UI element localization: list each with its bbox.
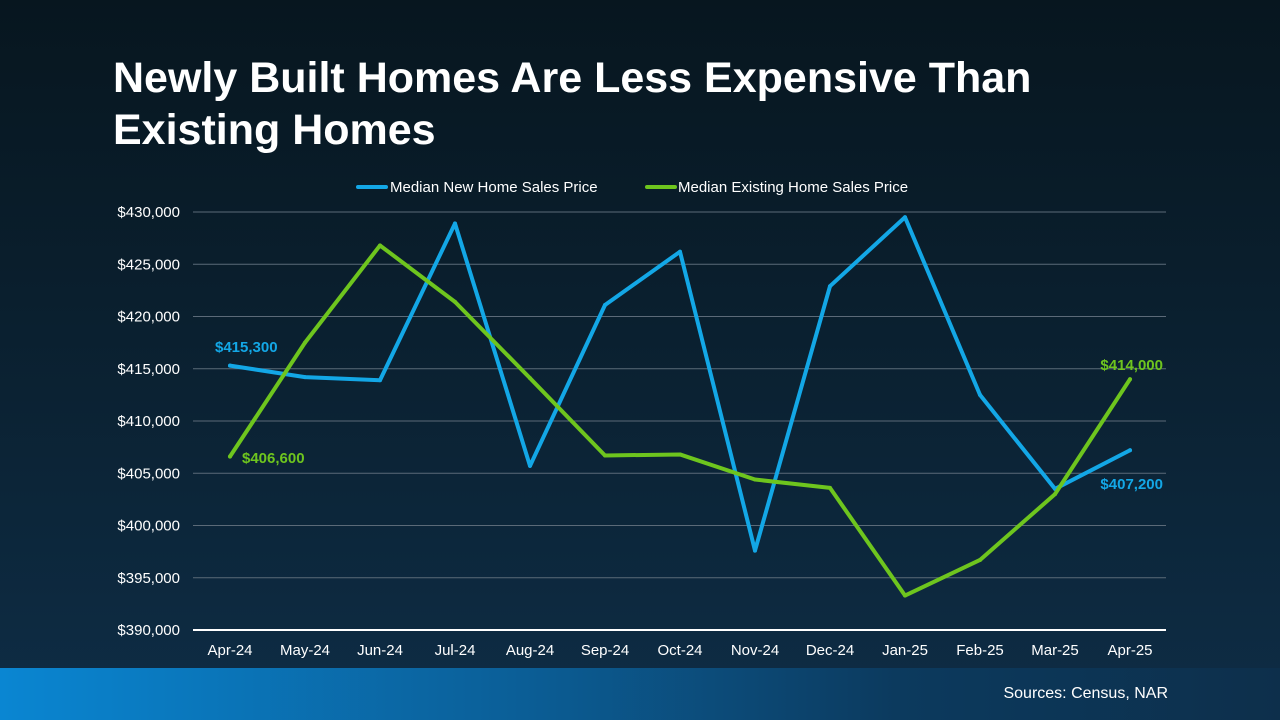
data-point <box>828 284 832 289</box>
x-tick-label: Jun-24 <box>357 642 403 659</box>
x-tick-label: May-24 <box>280 642 330 659</box>
data-point <box>603 303 607 308</box>
data-label: $414,000 <box>1100 357 1163 374</box>
y-tick-label: $395,000 <box>117 570 180 587</box>
data-label: $415,300 <box>215 339 278 356</box>
x-tick-label: Apr-24 <box>207 642 252 659</box>
data-point <box>828 485 832 490</box>
data-point <box>1053 492 1057 497</box>
series-line-existing <box>228 243 1132 598</box>
x-tick-label: Oct-24 <box>657 642 702 659</box>
data-point <box>528 376 532 381</box>
data-point <box>1128 377 1132 382</box>
x-tick-label: Sep-24 <box>581 642 629 659</box>
data-point <box>603 453 607 458</box>
data-label: $406,600 <box>242 450 305 467</box>
data-point <box>453 221 457 226</box>
x-tick-label: Nov-24 <box>731 642 779 659</box>
data-point <box>978 392 982 397</box>
data-point <box>903 215 907 220</box>
data-point <box>753 548 757 553</box>
y-tick-label: $425,000 <box>117 256 180 273</box>
data-point <box>753 477 757 482</box>
data-point <box>528 463 532 468</box>
x-tick-label: Dec-24 <box>806 642 854 659</box>
x-tick-label: Apr-25 <box>1107 642 1152 659</box>
legend-label: Median Existing Home Sales Price <box>678 179 908 196</box>
data-point <box>303 375 307 380</box>
y-tick-label: $390,000 <box>117 622 180 639</box>
x-tick-label: Jan-25 <box>882 642 928 659</box>
data-point <box>228 454 232 459</box>
data-point <box>678 452 682 457</box>
x-tick-label: Jul-24 <box>435 642 476 659</box>
data-point <box>978 557 982 562</box>
y-tick-label: $420,000 <box>117 309 180 326</box>
y-tick-label: $410,000 <box>117 413 180 430</box>
data-point <box>453 299 457 304</box>
data-point <box>303 340 307 345</box>
page-title: Newly Built Homes Are Less Expensive Tha… <box>113 54 1032 154</box>
data-point <box>903 593 907 598</box>
data-point <box>228 363 232 368</box>
data-point <box>678 249 682 254</box>
y-tick-label: $430,000 <box>117 204 180 221</box>
legend-label: Median New Home Sales Price <box>390 179 598 196</box>
y-tick-label: $405,000 <box>117 465 180 482</box>
data-point <box>378 378 382 383</box>
data-point <box>378 243 382 248</box>
x-tick-label: Feb-25 <box>956 642 1004 659</box>
source-note: Sources: Census, NAR <box>1003 685 1168 702</box>
x-tick-label: Mar-25 <box>1031 642 1079 659</box>
x-tick-label: Aug-24 <box>506 642 554 659</box>
line-chart: $390,000 $395,000 $400,000 $405,000 $410,000… <box>117 179 1166 659</box>
y-tick-label: $415,000 <box>117 361 180 378</box>
data-label: $407,200 <box>1100 476 1163 493</box>
data-point <box>1128 448 1132 453</box>
footer-bar: Sources: Census, NAR <box>0 668 1280 720</box>
y-tick-label: $400,000 <box>117 518 180 535</box>
